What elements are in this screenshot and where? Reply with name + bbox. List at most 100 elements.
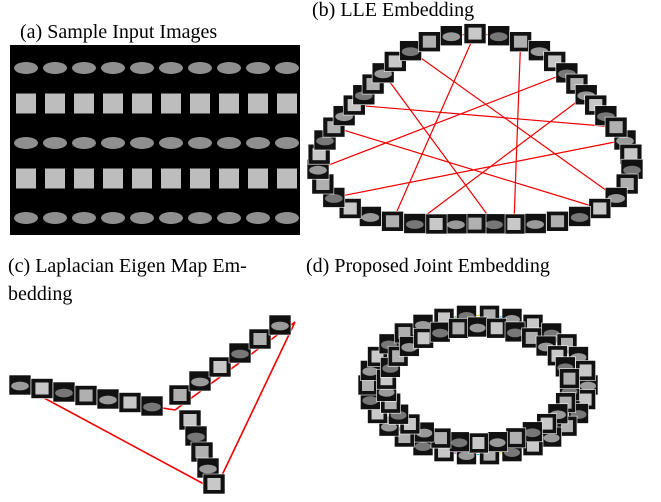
thumbnail-object [514, 36, 527, 48]
thumbnail-object [563, 373, 575, 385]
thumbnail-object [55, 389, 73, 398]
thumbnail-object [362, 379, 374, 391]
edge [514, 42, 521, 224]
sample-object [219, 94, 239, 114]
figure: (a) Sample Input Images (b) LLE Embeddin… [0, 0, 661, 502]
sample-object [275, 212, 299, 224]
thumbnail-object [435, 432, 447, 444]
thumbnail-object [123, 397, 136, 409]
sample-object [161, 94, 181, 114]
thumbnail-object [429, 218, 442, 230]
edge [354, 105, 616, 127]
sample-object [101, 137, 125, 149]
thumbnail-object [183, 414, 196, 426]
thumbnail-object [491, 322, 503, 334]
sample-object [130, 62, 154, 74]
sample-object [72, 137, 96, 149]
thumbnail-object [609, 121, 622, 133]
thumbnail-object [624, 148, 637, 160]
sample-object [159, 137, 183, 149]
edge [383, 73, 494, 224]
sample-object [101, 212, 125, 224]
sample-object [43, 62, 67, 74]
sample-object [14, 137, 38, 149]
thumbnail-object [35, 383, 48, 395]
sample-object [103, 94, 123, 114]
thumbnail-object [593, 202, 606, 214]
thumbnail-object [432, 329, 448, 338]
thumbnail-object [507, 329, 523, 338]
thumbnail-object [580, 364, 592, 376]
thumbnail-object [253, 333, 266, 345]
sample-object [188, 62, 212, 74]
sample-object [132, 94, 152, 114]
thumbnail-object [544, 434, 560, 443]
sample-object [14, 62, 38, 74]
sample-object [101, 62, 125, 74]
thumbnail-object [447, 220, 465, 229]
thumbnail-object [490, 438, 506, 447]
thumbnail-object [490, 32, 508, 41]
sample-object [74, 94, 94, 114]
sample-object [277, 169, 297, 189]
edge [334, 140, 625, 197]
thumbnail-object [452, 322, 464, 334]
thumbnail-object [402, 47, 420, 56]
thumbnail-object [362, 367, 378, 376]
sample-object [217, 62, 241, 74]
thumbnail-object [271, 322, 289, 331]
thumbnail-object [191, 378, 209, 387]
sample-object [159, 62, 183, 74]
thumbnail-object [173, 389, 186, 401]
thumbnail-object [11, 382, 29, 391]
thumbnail-object [415, 442, 431, 451]
sample-object [45, 169, 65, 189]
sample-object [188, 212, 212, 224]
sample-object [190, 169, 210, 189]
thumbnail-object [386, 215, 399, 227]
thumbnail-object [470, 324, 486, 333]
sample-object [130, 137, 154, 149]
sample-object [275, 62, 299, 74]
thumbnail-object [316, 137, 334, 146]
sample-object [246, 137, 270, 149]
caption: (a) Sample Input Images [20, 21, 217, 43]
sample-object [217, 137, 241, 149]
thumbnail-object [507, 218, 520, 230]
thumbnail-object [406, 220, 424, 229]
sample-object [132, 169, 152, 189]
sample-object [277, 94, 297, 114]
thumbnail-object [571, 213, 589, 222]
edge [415, 95, 586, 224]
thumbnail-object [468, 218, 481, 230]
thumbnail-object [79, 390, 92, 402]
sample-object [130, 212, 154, 224]
thumbnail-object [443, 32, 461, 41]
thumbnail-object [195, 446, 208, 458]
sample-object [43, 212, 67, 224]
sample-object [161, 169, 181, 189]
thumbnail-object [199, 465, 217, 474]
thumbnail-object [526, 220, 544, 229]
caption: (b) LLE Embedding [312, 0, 474, 21]
thumbnail-object [510, 432, 522, 444]
thumbnail-object [468, 28, 481, 40]
sample-object [45, 94, 65, 114]
thumbnail-object [485, 220, 503, 229]
thumbnail-object [623, 166, 641, 175]
thumbnail-object [344, 202, 357, 214]
sample-object [248, 169, 268, 189]
thumbnail-object [187, 433, 205, 442]
sample-object [72, 62, 96, 74]
thumbnail-object [423, 36, 436, 48]
sample-object [219, 169, 239, 189]
thumbnail-object [418, 332, 430, 344]
sample-object [246, 212, 270, 224]
thumbnail-object [580, 382, 596, 391]
edge [334, 127, 600, 208]
sample-object [275, 137, 299, 149]
thumbnail-object [362, 396, 378, 405]
thumbnail-object [325, 194, 343, 203]
sample-object [16, 169, 36, 189]
sample-object [188, 137, 212, 149]
